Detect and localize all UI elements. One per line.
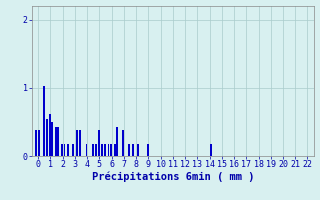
Bar — [116, 127, 118, 156]
Bar — [128, 144, 130, 156]
Bar — [137, 144, 139, 156]
Bar — [95, 144, 97, 156]
Bar — [64, 144, 65, 156]
Bar — [51, 122, 53, 156]
Bar — [104, 144, 106, 156]
Bar — [72, 144, 74, 156]
Bar — [132, 144, 134, 156]
Bar — [38, 130, 40, 156]
Bar — [147, 144, 148, 156]
Bar — [57, 127, 59, 156]
Bar — [98, 130, 100, 156]
Bar — [108, 144, 109, 156]
Bar — [46, 118, 48, 156]
Bar — [67, 144, 69, 156]
Bar — [43, 86, 44, 156]
Bar — [76, 130, 78, 156]
Bar — [114, 144, 116, 156]
Bar — [55, 127, 57, 156]
Bar — [211, 144, 212, 156]
Bar — [122, 130, 124, 156]
Bar — [101, 144, 103, 156]
Bar — [92, 144, 93, 156]
Bar — [85, 144, 87, 156]
Bar — [110, 144, 112, 156]
X-axis label: Précipitations 6min ( mm ): Précipitations 6min ( mm ) — [92, 172, 254, 182]
Bar — [79, 130, 81, 156]
Bar — [61, 144, 63, 156]
Bar — [49, 114, 51, 156]
Bar — [36, 130, 37, 156]
